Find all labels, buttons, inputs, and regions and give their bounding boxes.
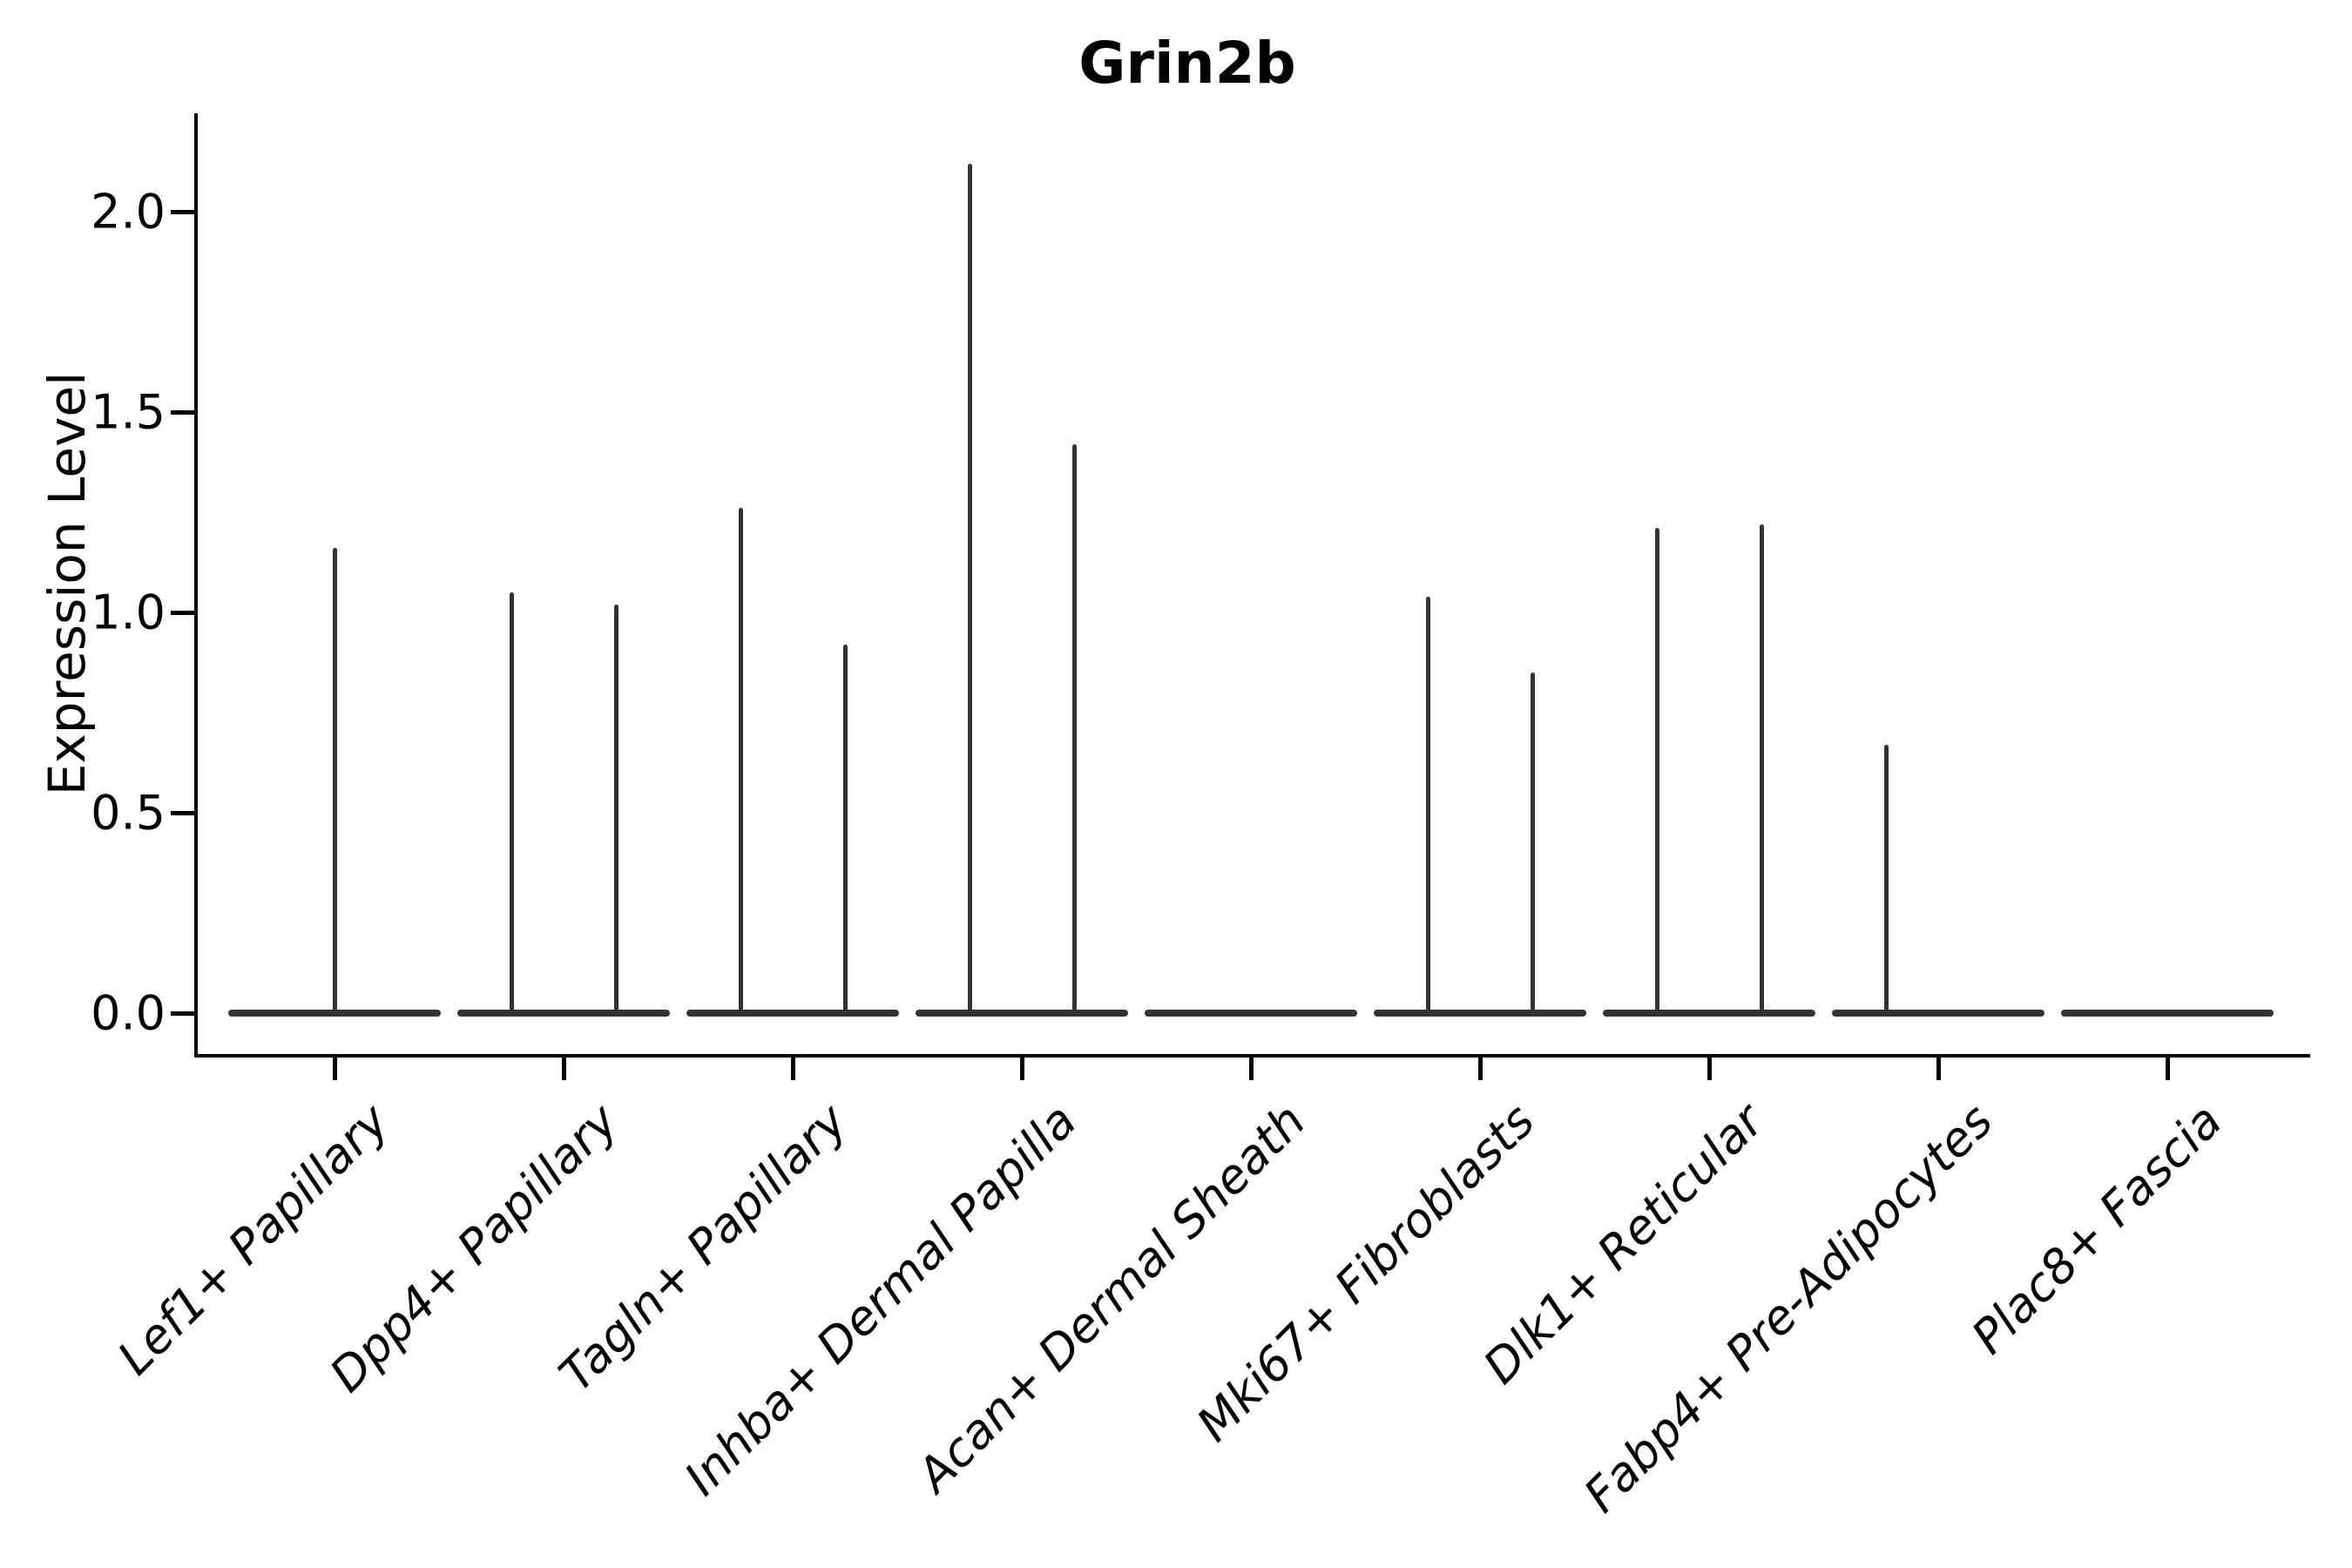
violin-expression-spike (1071, 443, 1077, 1013)
x-axis-spine (194, 1054, 2310, 1058)
y-tick-label: 1.0 (91, 585, 166, 640)
y-tick-label: 2.0 (91, 184, 166, 240)
x-tick-mark (2165, 1058, 2170, 1080)
violin-expression-spike (1530, 672, 1535, 1013)
violin-expression-spike (613, 604, 618, 1013)
violin-expression-spike (1654, 528, 1659, 1013)
x-tick-mark (1936, 1058, 1941, 1080)
violin-baseline (1145, 1010, 1357, 1017)
violin-baseline (916, 1010, 1128, 1017)
x-tick-mark (1248, 1058, 1254, 1080)
x-tick-mark (1019, 1058, 1024, 1080)
violin-expression-spike (738, 508, 743, 1013)
x-tick-mark (1477, 1058, 1483, 1080)
y-axis-label: Expression Level (37, 371, 97, 796)
violin-baseline (1374, 1010, 1586, 1017)
violin-baseline (686, 1010, 899, 1017)
x-tick-mark (332, 1058, 337, 1080)
x-category-label: Inhba+ Dermal Papilla (673, 1093, 1087, 1506)
violin-baseline (1603, 1010, 1815, 1017)
violin-baseline (228, 1010, 441, 1017)
y-axis-spine (194, 113, 198, 1058)
y-tick-label: 1.5 (91, 384, 166, 440)
y-tick-mark (171, 810, 194, 815)
x-tick-mark (561, 1058, 566, 1080)
violin-expression-spike (332, 548, 337, 1013)
violin-expression-spike (1759, 524, 1764, 1013)
y-tick-label: 0.5 (91, 785, 166, 841)
x-tick-mark (1707, 1058, 1712, 1080)
y-tick-mark (171, 409, 194, 415)
violin-baseline (457, 1010, 670, 1017)
chart-title: Grin2b (1078, 30, 1296, 97)
y-tick-mark (171, 610, 194, 615)
violin-expression-spike (967, 163, 972, 1013)
violin-expression-spike (1883, 744, 1889, 1013)
x-tick-mark (790, 1058, 795, 1080)
x-category-label: Plac8+ Fascia (1961, 1093, 2233, 1365)
y-tick-mark (171, 209, 194, 214)
x-category-label: Fabp4+ Pre-Adipocytes (1573, 1093, 2004, 1524)
violin-expression-spike (1425, 596, 1430, 1013)
violin-baseline (1832, 1010, 2044, 1017)
violin-expression-spike (842, 644, 848, 1013)
violin-expression-spike (509, 592, 514, 1013)
violin-baseline (2061, 1010, 2274, 1017)
y-tick-label: 0.0 (91, 985, 166, 1041)
x-category-label: Acan+ Dermal Sheath (906, 1093, 1316, 1503)
y-tick-mark (171, 1010, 194, 1016)
